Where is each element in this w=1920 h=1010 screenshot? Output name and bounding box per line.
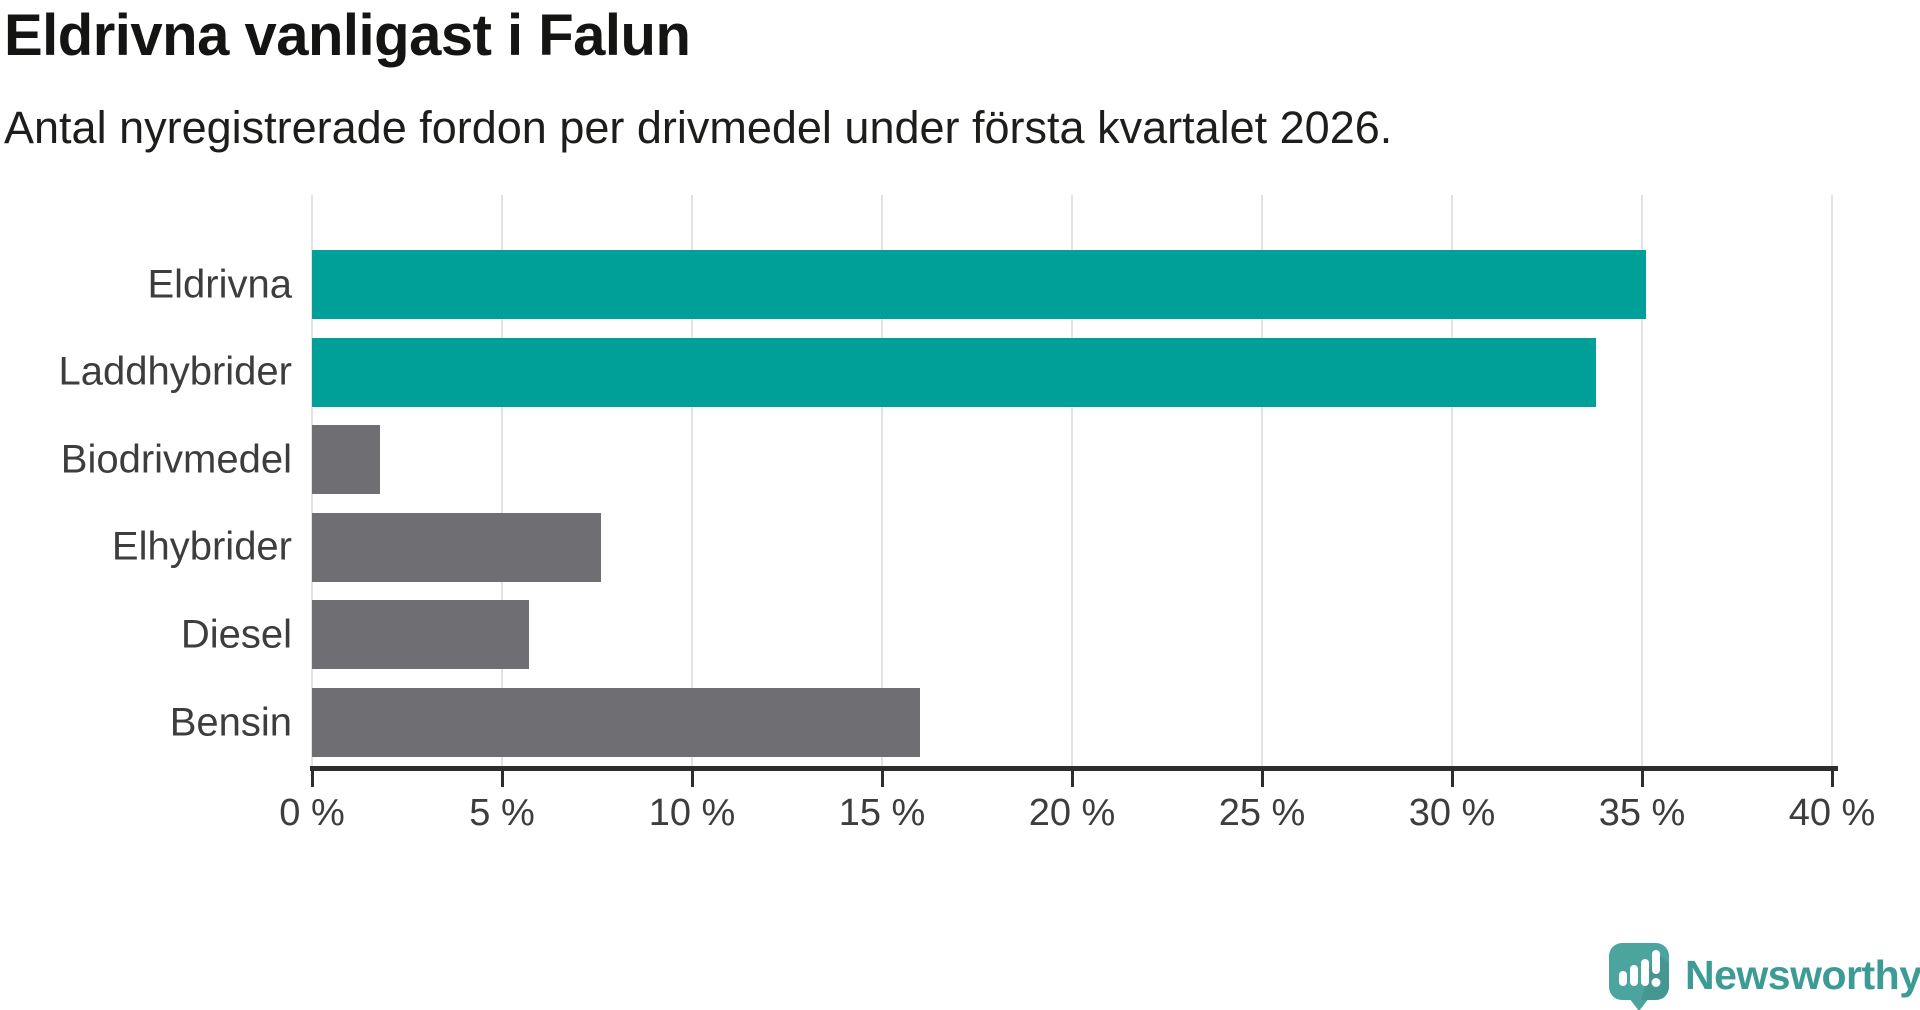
bar (312, 688, 920, 757)
x-axis-tick (1641, 771, 1644, 787)
x-axis-tick-label: 20 % (1028, 792, 1116, 834)
gridline (1071, 195, 1073, 766)
x-axis-tick (311, 771, 314, 787)
category-label: Laddhybrider (58, 349, 293, 394)
gridline (501, 195, 503, 766)
chart-title: Eldrivna vanligast i Falun (4, 3, 691, 68)
x-axis-tick (881, 771, 884, 787)
x-axis-tick (1451, 771, 1454, 787)
bar (312, 250, 1646, 319)
bar (312, 425, 381, 495)
bar (312, 337, 1597, 407)
gridline (1831, 195, 1833, 766)
newsworthy-wordmark: Newsworthy (1685, 952, 1920, 998)
bar (312, 512, 601, 582)
bar (312, 600, 529, 670)
x-axis-tick-label: 15 % (838, 792, 926, 834)
x-axis-tick (1261, 771, 1264, 787)
x-axis-tick-label: 5 % (469, 792, 535, 834)
x-axis-line (310, 766, 1838, 771)
chart-subtitle: Antal nyregistrerade fordon per drivmede… (4, 102, 1393, 153)
gridline (1641, 195, 1643, 766)
category-label: Bensin (169, 700, 292, 744)
category-label: Diesel (180, 612, 292, 657)
newsworthy-icon (1609, 943, 1669, 1010)
x-axis-tick-label: 10 % (648, 792, 736, 834)
x-axis-tick (1071, 771, 1074, 787)
gridline (1261, 195, 1263, 766)
x-axis-tick (501, 771, 504, 787)
x-axis-tick-label: 0 % (279, 792, 345, 834)
x-axis-tick-label: 30 % (1408, 792, 1496, 834)
newsworthy-logo: Newsworthy (1609, 943, 1920, 1010)
gridline (1451, 195, 1453, 766)
x-axis-tick (691, 771, 694, 787)
gridline (881, 195, 883, 766)
category-label: Biodrivmedel (60, 437, 292, 482)
category-label: Eldrivna (147, 262, 292, 306)
x-axis-tick-label: 35 % (1598, 792, 1686, 834)
category-label: Elhybrider (111, 524, 292, 569)
gridline (691, 195, 693, 766)
x-axis-tick-label: 25 % (1218, 792, 1306, 834)
x-axis-tick-label: 40 % (1788, 792, 1876, 834)
x-axis-tick (1831, 771, 1834, 787)
